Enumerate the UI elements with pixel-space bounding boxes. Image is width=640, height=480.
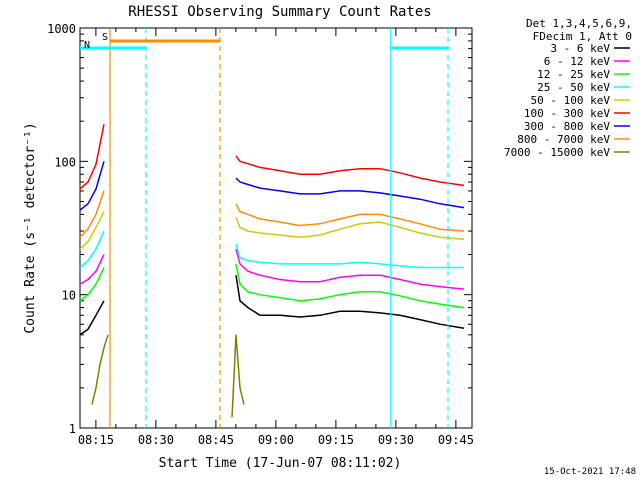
legend: Det 1,3,4,5,6,9, FDecim 1, Att 0 3 - 6 k…: [504, 17, 632, 159]
legend-entry-label: 25 - 50 keV: [537, 81, 610, 94]
legend-entry-label: 300 - 800 keV: [524, 120, 610, 133]
series-line-12-25-kev-pre: [79, 267, 105, 302]
state-bar-label: S: [102, 32, 108, 43]
series-layer: [79, 124, 465, 418]
series-line-300-800-kev-pre: [79, 161, 105, 211]
x-tick-label: 08:45: [198, 433, 234, 447]
series-line-50-100-kev-post: [235, 217, 465, 241]
x-tick-label: 09:00: [258, 433, 294, 447]
x-tick-label: 08:15: [78, 433, 114, 447]
x-tick-label: 08:30: [138, 433, 174, 447]
legend-header-line-2: FDecim 1, Att 0: [533, 30, 632, 43]
legend-entry-label: 3 - 6 keV: [550, 42, 610, 55]
series-line-6-12-kev-post: [235, 248, 465, 290]
x-axis-label: Start Time (17-Jun-07 08:11:02): [159, 456, 402, 471]
series-line-25-50-kev-pre: [79, 230, 105, 269]
series-line-50-100-kev-pre: [79, 211, 105, 250]
x-tick-label: 09:45: [438, 433, 474, 447]
series-line-25-50-kev-post: [235, 243, 464, 269]
footer-timestamp: 15-Oct-2021 17:48: [544, 467, 636, 477]
series-line-800-7000-kev-post: [235, 203, 465, 232]
series-line-100-300-kev-post: [235, 155, 465, 187]
state-bar-label: N: [84, 40, 90, 51]
series-line-7000-15000-kev-post: [231, 334, 245, 418]
legend-entry-label: 50 - 100 keV: [531, 94, 611, 107]
y-tick-label: 10: [62, 289, 76, 303]
series-line-3-6-kev-post: [235, 275, 465, 329]
y-tick-label: 100: [54, 155, 76, 169]
legend-entry-label: 800 - 7000 keV: [517, 133, 610, 146]
chart-title: RHESSI Observing Summary Count Rates: [128, 4, 431, 20]
series-line-800-7000-kev-pre: [79, 190, 105, 238]
y-tick-label: 1000: [47, 22, 76, 36]
y-axis-ticks: 1 10 100 1000: [47, 22, 472, 436]
y-axis-label: Count Rate (s⁻¹ detector⁻¹): [23, 122, 38, 333]
series-line-300-800-kev-post: [235, 177, 465, 209]
x-tick-label: 09:15: [318, 433, 354, 447]
legend-entry-label: 6 - 12 keV: [544, 55, 611, 68]
series-line-100-300-kev-pre: [79, 124, 105, 190]
legend-entry-label: 7000 - 15000 keV: [504, 146, 610, 159]
x-tick-label: 09:30: [378, 433, 414, 447]
series-line-7000-15000-kev-pre: [91, 334, 109, 405]
series-line-12-25-kev-post: [235, 263, 465, 309]
legend-entry-label: 12 - 25 keV: [537, 68, 610, 81]
plot-frame: [79, 27, 473, 429]
legend-header-line-1: Det 1,3,4,5,6,9,: [526, 17, 632, 30]
x-axis-ticks: 08:15 08:30 08:45 09:00 09:15 09:30 09:45: [78, 28, 474, 447]
legend-entry-label: 100 - 300 keV: [524, 107, 610, 120]
series-line-3-6-kev-pre: [79, 300, 105, 336]
state-overlay-layer: SN: [80, 28, 449, 428]
y-tick-label: 1: [69, 422, 76, 436]
series-line-6-12-kev-pre: [79, 254, 105, 285]
